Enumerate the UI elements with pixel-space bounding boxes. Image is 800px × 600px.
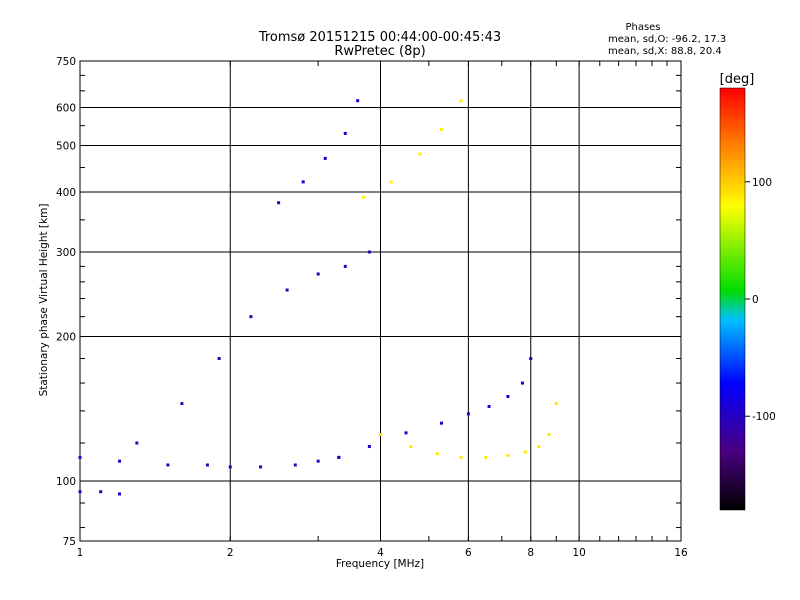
data-point (367, 250, 371, 254)
trace-group (78, 490, 122, 496)
data-point (435, 452, 439, 456)
stats-heading: Phases (625, 22, 660, 33)
data-point (466, 412, 470, 416)
y-tick-label: 75 (63, 536, 76, 548)
data-point (529, 356, 533, 360)
colorbar-ticks: 100 0 -100 (745, 177, 776, 423)
stats-line-o: mean, sd,O: -96.2, 17.3 (608, 34, 726, 45)
data-point (459, 455, 463, 459)
data-point (389, 180, 393, 184)
x-tick-label: 4 (377, 547, 384, 559)
x-tick-label: 16 (674, 547, 688, 559)
data-point (205, 463, 209, 467)
data-point (316, 272, 320, 276)
data-point (78, 455, 82, 459)
data-point (459, 99, 463, 103)
grid-lines (80, 61, 681, 541)
data-point (484, 455, 488, 459)
data-point (537, 445, 541, 449)
trace-group (337, 356, 533, 459)
stats-line-x: mean, sd,X: 88.8, 20.4 (608, 46, 722, 57)
colorbar-tick-label: -100 (752, 411, 776, 423)
y-axis-ticks: 75 100 200 300 400 500 600 750 (56, 56, 681, 548)
data-point (404, 431, 408, 435)
data-point (506, 395, 510, 399)
x-tick-label: 1 (77, 547, 84, 559)
colorbar-label: [deg] (720, 72, 755, 87)
data-point (440, 421, 444, 425)
data-point (323, 156, 327, 160)
data-point (78, 490, 82, 494)
x-tick-label: 6 (465, 547, 472, 559)
data-point (301, 180, 305, 184)
y-tick-label: 400 (56, 187, 76, 199)
chart-subtitle: RwPretec (8p) (334, 44, 425, 59)
data-point (367, 445, 371, 449)
data-point (337, 455, 341, 459)
y-tick-label: 500 (56, 141, 76, 153)
data-point (277, 201, 281, 205)
data-point (135, 441, 139, 445)
x-tick-label: 2 (227, 547, 234, 559)
data-point (379, 433, 382, 437)
trace-group (277, 99, 360, 205)
data-point (228, 465, 232, 469)
y-tick-label: 200 (56, 332, 76, 344)
data-point (316, 459, 320, 463)
data-point (409, 445, 413, 449)
chart-title: Tromsø 20151215 00:44:00-00:45:43 (258, 30, 501, 45)
data-point (259, 465, 263, 469)
data-point (99, 490, 103, 494)
data-point (343, 264, 347, 268)
data-point (118, 459, 122, 463)
data-point (487, 404, 491, 408)
x-axis-label: Frequency [MHz] (336, 558, 424, 570)
x-axis-ticks: 1 2 4 6 8 10 16 (77, 61, 688, 559)
data-point (440, 127, 444, 131)
data-point (547, 433, 551, 437)
y-tick-label: 100 (56, 476, 76, 488)
data-point (118, 492, 122, 496)
x-tick-label: 10 (572, 547, 585, 559)
trace-group (78, 455, 341, 469)
x-tick-label: 8 (527, 547, 534, 559)
colorbar-tick-label: 0 (752, 294, 759, 306)
data-points (78, 99, 558, 496)
data-point (293, 463, 297, 467)
data-point (343, 131, 347, 135)
data-point (520, 381, 524, 385)
data-point (356, 99, 360, 103)
data-point (362, 195, 366, 199)
data-point (523, 450, 527, 454)
y-tick-label: 300 (56, 247, 76, 259)
y-tick-label: 600 (56, 103, 76, 115)
data-point (217, 356, 221, 360)
trace-group (362, 99, 463, 199)
trace-group (135, 250, 371, 445)
data-point (418, 152, 422, 156)
trace-group (379, 402, 558, 459)
data-point (249, 315, 253, 319)
colorbar-tick-label: 100 (752, 177, 772, 189)
y-axis-label: Stationary phase Virtual Height [km] (38, 204, 50, 397)
colorbar (720, 88, 745, 510)
data-point (166, 463, 170, 467)
data-point (180, 402, 184, 406)
data-point (554, 402, 558, 406)
y-tick-label: 750 (56, 56, 76, 68)
data-point (506, 454, 510, 458)
data-point (285, 288, 289, 292)
